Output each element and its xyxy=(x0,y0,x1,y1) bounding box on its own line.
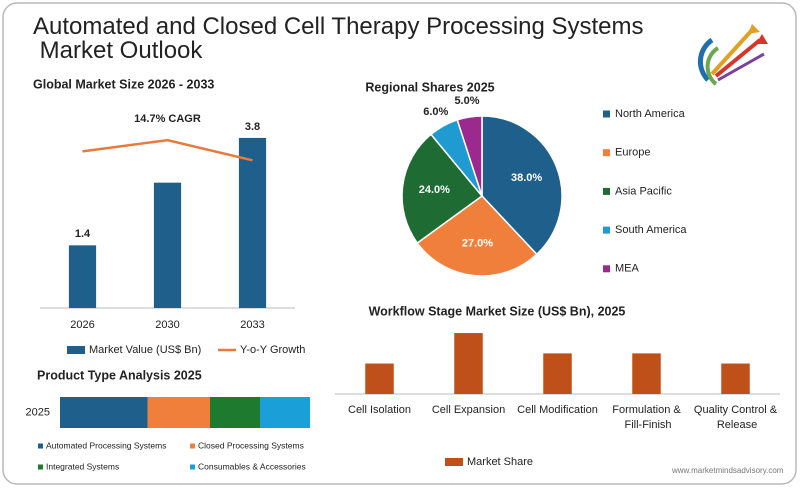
legend-swatch xyxy=(603,265,610,273)
chart-title: Regional Shares 2025 xyxy=(365,80,494,94)
pie-slice xyxy=(456,115,483,197)
pie-slice xyxy=(401,133,484,245)
x-tick-label: Cell Isolation xyxy=(348,404,411,416)
legend-label: North America xyxy=(615,108,686,120)
bar xyxy=(153,182,182,308)
growth-line xyxy=(82,138,253,162)
legend-label: Asia Pacific xyxy=(615,185,672,197)
legend-swatch xyxy=(67,346,85,354)
data-label: 5.0% xyxy=(454,95,479,107)
annotation: 14.7% CAGR xyxy=(134,113,201,125)
legend-label: Market Share xyxy=(467,456,533,468)
legend-swatch xyxy=(38,443,43,449)
legend-swatch xyxy=(603,187,610,195)
legend-swatch xyxy=(190,464,195,470)
legend-label: Europe xyxy=(615,147,650,159)
x-tick-label: Cell Expansion xyxy=(432,404,505,416)
bar-segment xyxy=(260,397,310,428)
bar-segment xyxy=(147,397,210,428)
y-tick-label: 2025 xyxy=(26,406,50,418)
bar-segment xyxy=(210,397,260,428)
x-tick-label: Cell Modification xyxy=(517,404,598,416)
logo xyxy=(697,24,768,86)
chart-title: Workflow Stage Market Size (US$ Bn), 202… xyxy=(369,304,626,318)
x-tick-label: 2033 xyxy=(240,319,264,331)
bar xyxy=(238,137,267,308)
legend-swatch xyxy=(603,226,610,234)
legend-swatch xyxy=(603,149,610,157)
legend-label: Consumables & Accessories xyxy=(198,461,306,471)
x-tick-label: Quality Control & Release xyxy=(694,404,778,431)
legend-label: Closed Processing Systems xyxy=(198,440,304,450)
bar-segment xyxy=(60,397,148,428)
data-label: 27.0% xyxy=(462,238,493,250)
pie-slice xyxy=(416,195,538,277)
bar xyxy=(543,353,572,394)
legend-label: South America xyxy=(615,224,687,236)
page-title: Automated and Closed Cell Therapy Proces… xyxy=(33,13,644,64)
legend-swatch xyxy=(445,458,463,466)
bar xyxy=(454,333,483,394)
x-tick-label: Formulation & Fill-Finish xyxy=(612,404,681,431)
bar xyxy=(365,363,394,394)
data-label: 6.0% xyxy=(423,106,448,118)
x-tick-label: 2030 xyxy=(155,319,179,331)
data-label: 3.8 xyxy=(245,121,260,133)
source: www.marketmindsadvisory.com xyxy=(671,466,784,475)
legend-label: Automated Processing Systems xyxy=(46,440,166,450)
bar xyxy=(68,245,97,308)
chart-title: Global Market Size 2026 - 2033 xyxy=(33,77,214,91)
legend-label: Y-o-Y Growth xyxy=(240,344,305,356)
data-label: 24.0% xyxy=(419,184,450,196)
data-label: 1.4 xyxy=(75,228,91,240)
chart-title: Product Type Analysis 2025 xyxy=(37,368,202,382)
data-label: 38.0% xyxy=(511,172,542,184)
legend-swatch xyxy=(190,443,195,449)
x-tick-label: 2026 xyxy=(70,319,94,331)
pie-slice xyxy=(481,115,563,256)
legend-swatch xyxy=(603,110,610,118)
legend-label: Market Value (US$ Bn) xyxy=(89,344,201,356)
legend-swatch xyxy=(38,464,43,470)
bar xyxy=(721,363,750,394)
bar xyxy=(632,353,661,394)
legend-label: MEA xyxy=(615,263,640,275)
legend-label: Integrated Systems xyxy=(46,461,119,471)
